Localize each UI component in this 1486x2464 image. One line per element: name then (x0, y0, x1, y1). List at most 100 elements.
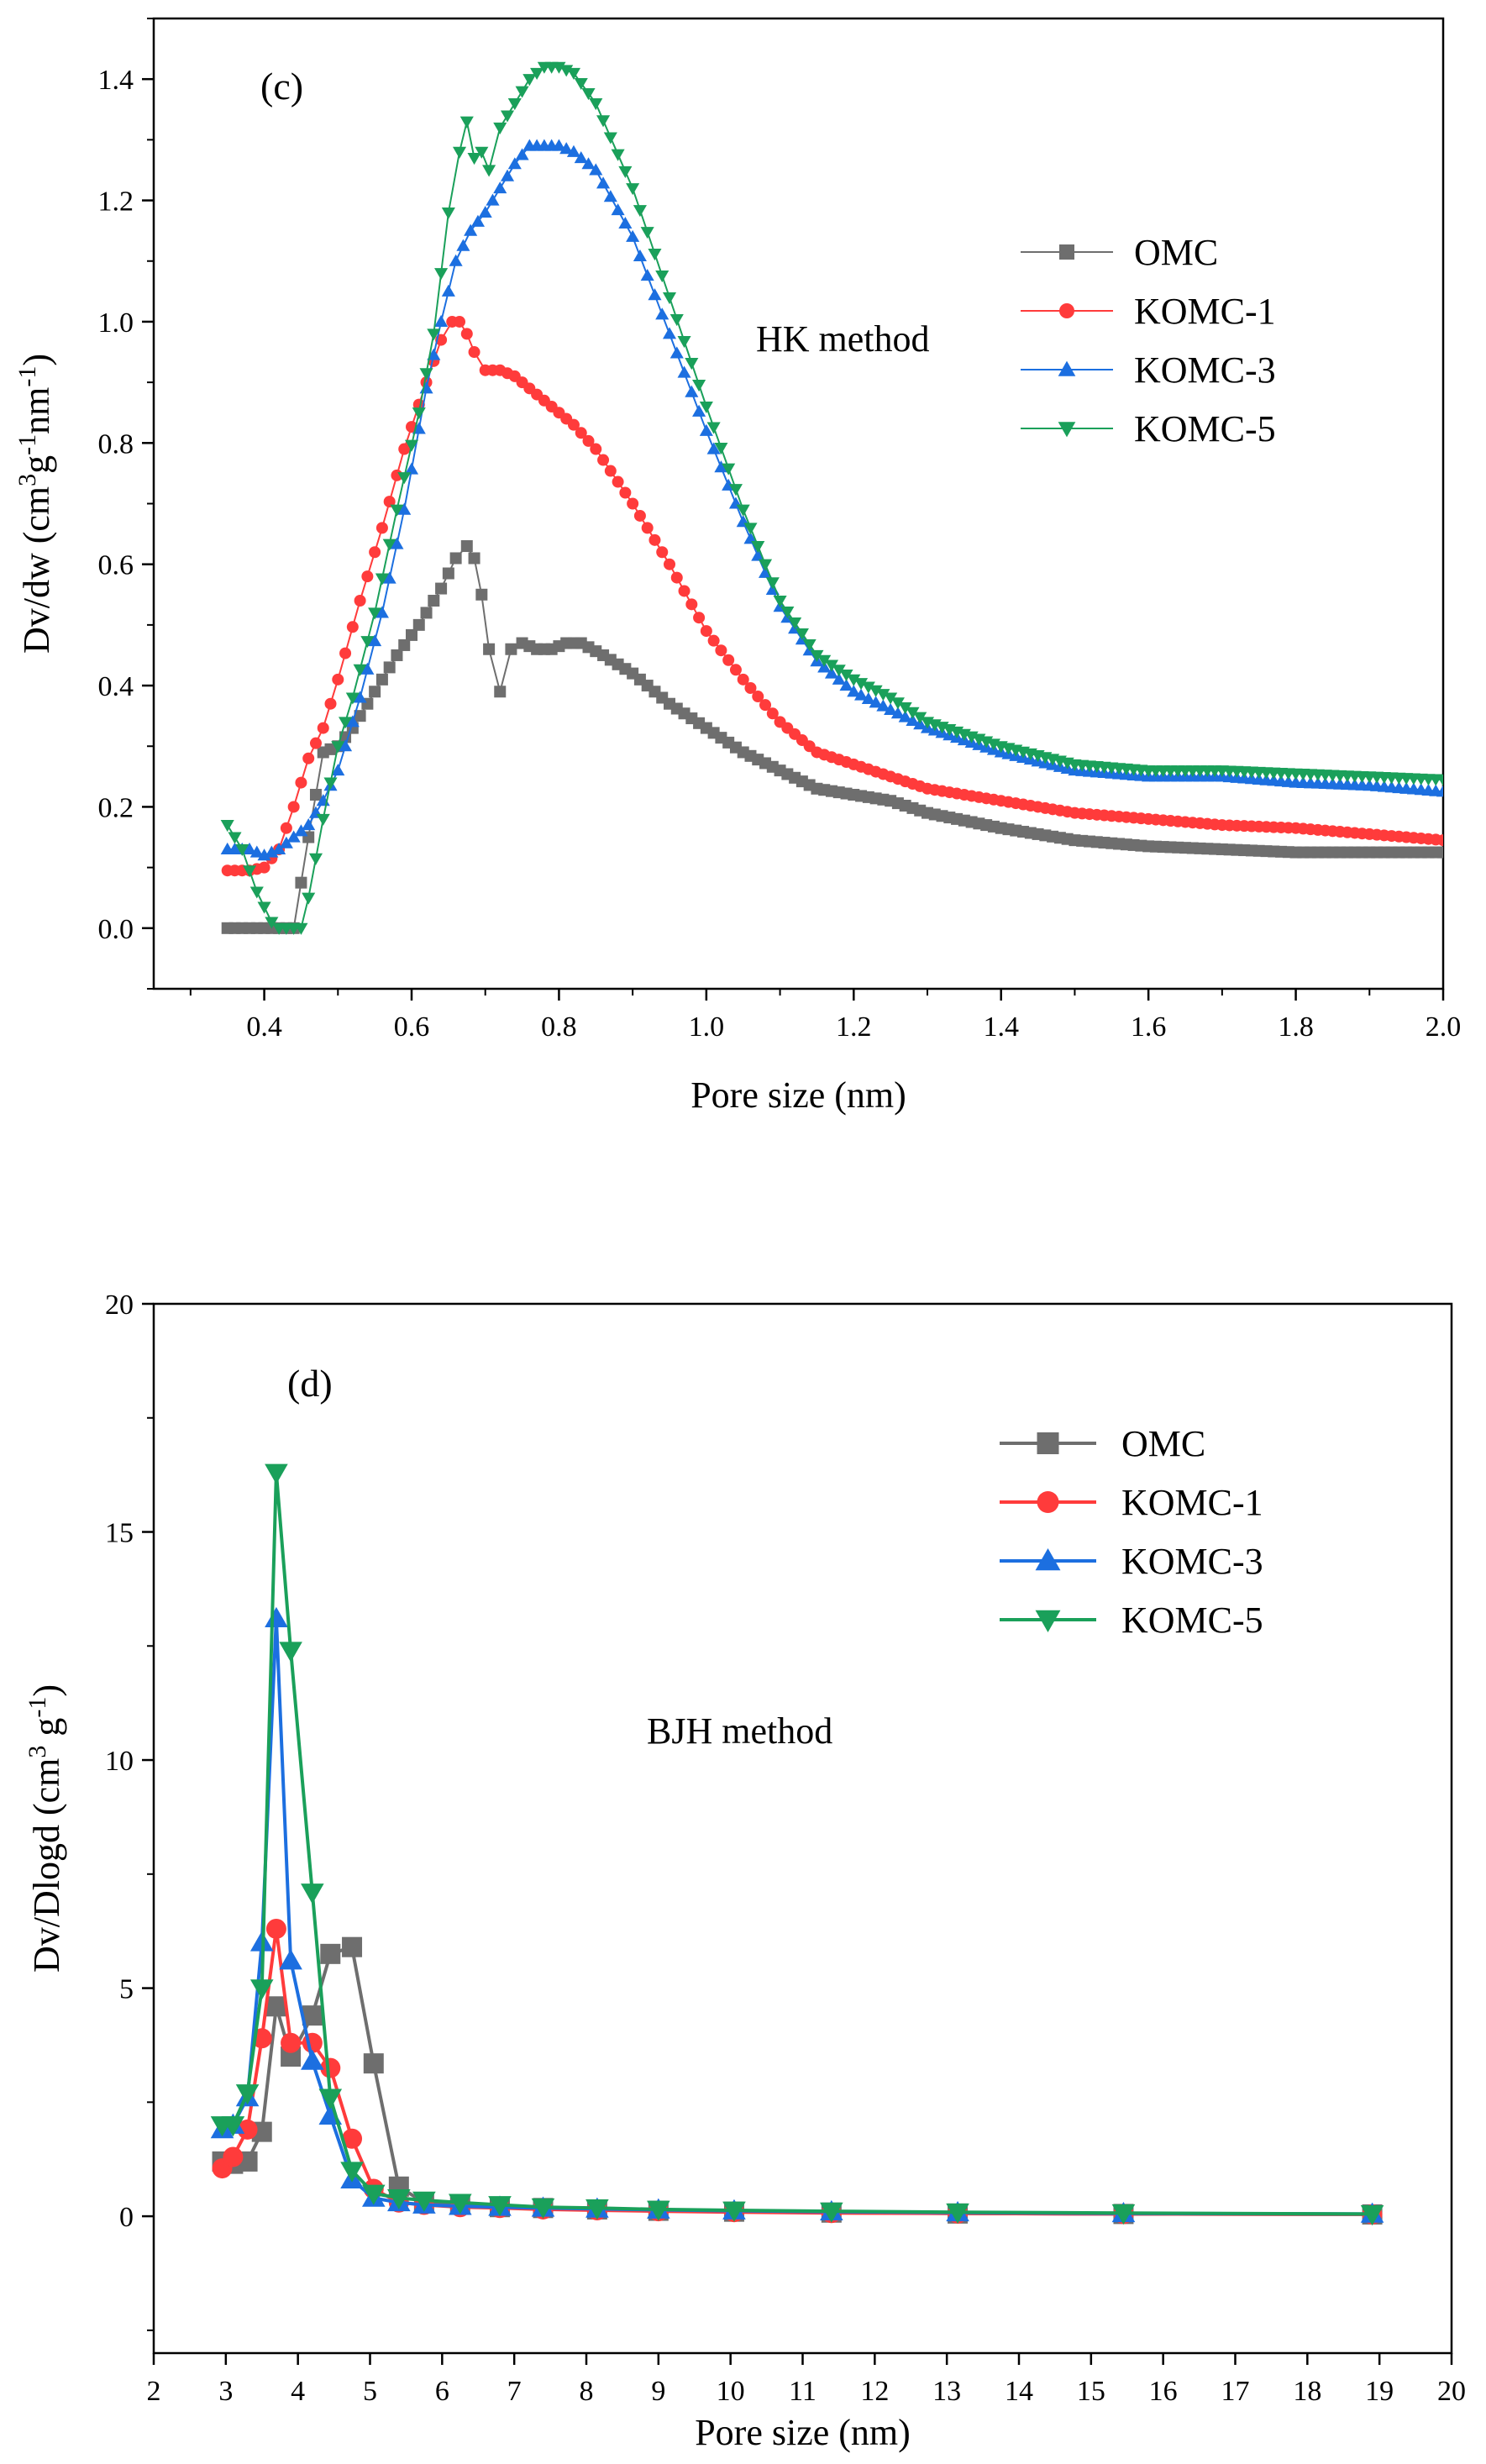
legend-label-komc-5: KOMC-5 (1121, 1600, 1263, 1641)
data-point-komc-3 (898, 710, 912, 722)
data-point-komc-3 (1436, 785, 1443, 797)
data-point-komc-5 (751, 540, 765, 554)
data-point-komc-5 (302, 892, 316, 905)
data-point-komc-3 (464, 223, 478, 236)
data-point-komc-3 (861, 691, 875, 704)
data-point-komc-5 (318, 2088, 343, 2109)
data-point-komc-5 (728, 484, 743, 496)
data-point-komc-1 (237, 2119, 258, 2140)
data-point-komc-1 (752, 691, 764, 703)
y-axis-title-sup2: -1 (13, 434, 41, 455)
data-point-komc-5 (1111, 2204, 1136, 2225)
data-point-komc-3 (265, 845, 279, 858)
data-point-omc (468, 552, 480, 565)
data-point-komc-5 (913, 712, 927, 724)
data-point-komc-1 (460, 328, 473, 340)
data-point-komc-3 (655, 307, 669, 320)
data-point-komc-5 (898, 702, 912, 715)
data-point-komc-3 (382, 571, 396, 584)
data-point-komc-3 (669, 346, 684, 359)
data-point-komc-1 (619, 486, 632, 499)
data-point-omc (295, 876, 307, 889)
y-tick-label: 10 (105, 1746, 134, 1777)
x-tick-label: 17 (1221, 2376, 1250, 2407)
data-point-komc-1 (346, 621, 359, 633)
data-point-komc-3 (507, 157, 522, 170)
x-tick-label: 15 (1077, 2376, 1105, 2407)
data-point-komc-5 (890, 697, 905, 710)
data-point-komc-5 (552, 61, 566, 74)
data-point-komc-3 (603, 190, 617, 202)
data-point-komc-3 (360, 662, 375, 675)
data-point-komc-5 (714, 443, 728, 455)
data-point-komc-5 (242, 865, 257, 878)
y-axis-title-sup3: -1 (13, 366, 41, 387)
y-tick-label: 15 (105, 1518, 134, 1549)
data-point-komc-1 (670, 571, 683, 584)
data-point-komc-5 (427, 328, 441, 341)
data-point-komc-1 (287, 801, 300, 813)
data-point-komc-5 (669, 314, 684, 327)
data-point-komc-3 (581, 157, 596, 170)
data-point-omc (375, 673, 388, 686)
legend-label-komc-1: KOMC-1 (1121, 1482, 1263, 1523)
data-point-komc-5 (249, 1979, 274, 2000)
data-point-komc-3 (441, 284, 455, 297)
data-point-komc-5 (648, 249, 662, 261)
data-point-komc-5 (743, 523, 758, 535)
data-point-komc-5 (566, 67, 581, 81)
legend-marker-omc (1059, 244, 1074, 260)
data-point-komc-3 (648, 288, 662, 301)
data-point-komc-3 (500, 169, 515, 181)
x-tick-label: 0.8 (541, 1011, 577, 1043)
data-point-komc-1 (604, 465, 617, 477)
data-point-komc-5 (869, 685, 883, 697)
data-point-komc-1 (590, 443, 602, 455)
x-tick-label: 12 (860, 2376, 889, 2407)
data-point-komc-1 (664, 558, 675, 570)
legend-label-omc: OMC (1134, 232, 1218, 273)
data-point-komc-1 (258, 861, 270, 874)
legend-label-komc-3: KOMC-3 (1134, 349, 1276, 391)
data-point-komc-3 (714, 460, 728, 473)
data-point-komc-5 (832, 665, 846, 677)
data-point-komc-5 (249, 886, 264, 899)
data-point-komc-3 (456, 239, 470, 251)
data-point-omc (406, 628, 417, 641)
y-axis-title-pre: Dv/dw (cm (16, 486, 57, 654)
data-point-komc-5 (515, 86, 529, 98)
data-point-komc-3 (869, 696, 883, 708)
data-point-komc-5 (1436, 774, 1443, 787)
x-tick-label: 9 (651, 2376, 665, 2407)
legend-marker-komc-5 (1035, 1610, 1061, 1632)
x-tick-label: 0.6 (394, 1011, 430, 1043)
series-line-komc-3 (221, 1616, 1373, 2216)
data-point-komc-5 (235, 2084, 260, 2105)
data-point-komc-3 (876, 699, 890, 712)
x-tick-label: 1.4 (983, 1011, 1019, 1043)
data-point-komc-1 (281, 2032, 302, 2053)
data-point-komc-1 (468, 346, 480, 359)
plot-frame (152, 1302, 1453, 2355)
data-point-komc-5 (824, 659, 839, 672)
data-point-komc-3 (677, 365, 691, 378)
data-point-komc-3 (242, 842, 257, 855)
data-point-komc-1 (309, 737, 322, 749)
data-point-komc-5 (368, 607, 382, 620)
y-axis-title-mid1: g (26, 1718, 67, 1746)
data-point-komc-1 (612, 475, 624, 488)
data-point-komc-5 (692, 379, 706, 392)
data-point-komc-1 (342, 2128, 363, 2149)
data-point-komc-1 (744, 681, 757, 694)
series-line-omc (222, 1945, 1373, 2216)
data-point-komc-5 (488, 2196, 512, 2217)
data-point-komc-5 (685, 357, 699, 370)
data-point-komc-1 (324, 697, 337, 710)
y-axis-title: Dv/dw (cm3g-1nm-1) (13, 354, 57, 654)
data-point-komc-3 (589, 163, 603, 176)
data-point-omc (435, 582, 448, 595)
data-point-komc-1 (729, 664, 742, 676)
series-group (210, 1463, 1384, 2226)
data-point-komc-3 (758, 565, 773, 578)
